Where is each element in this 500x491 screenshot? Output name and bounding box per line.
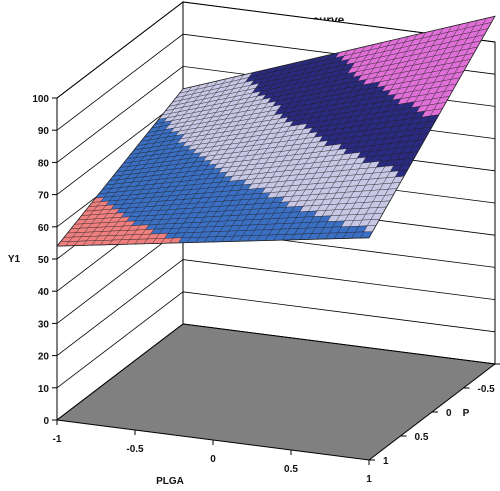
y-tick-label-4: 1 <box>383 456 389 467</box>
z-tick-label-6: 60 <box>38 223 50 234</box>
surface-outline <box>56 15 496 247</box>
x-tick-label-0: -1 <box>53 434 62 445</box>
z-tick-label-8: 80 <box>38 158 50 169</box>
gridline-z-10 <box>56 1 496 99</box>
y-axis-label: P <box>463 408 470 419</box>
z-tick-label-10: 100 <box>32 94 49 105</box>
x-tick-label-4: 1 <box>366 474 372 485</box>
x-tick-label-1: -0.5 <box>126 444 144 455</box>
x-tick-label-2: 0 <box>210 454 216 465</box>
z-tick-label-2: 20 <box>38 352 50 363</box>
z-axis-label: Y1 <box>8 254 21 265</box>
z-tick-label-1: 10 <box>38 384 50 395</box>
x-axis-label: PLGA <box>156 476 184 487</box>
z-tick-label-3: 30 <box>38 319 50 330</box>
gridline-z-2 <box>56 259 496 356</box>
x-tick-label-3: 0.5 <box>284 464 298 475</box>
y-tick-label-2: 0 <box>446 408 452 419</box>
z-tick-label-9: 90 <box>38 126 50 137</box>
axis-ticks: 0102030405060708090100-1-0.500.51-1-0.50… <box>32 94 500 485</box>
z-tick-label-0: 0 <box>43 416 49 427</box>
gridline-z-1 <box>56 291 496 389</box>
response-surface <box>56 15 496 247</box>
z-tick-label-4: 40 <box>38 287 50 298</box>
y-tick-label-1: -0.5 <box>478 384 496 395</box>
y-tick-label-3: 0.5 <box>415 432 429 443</box>
z-tick-label-7: 70 <box>38 191 50 202</box>
z-tick-label-5: 50 <box>38 255 50 266</box>
